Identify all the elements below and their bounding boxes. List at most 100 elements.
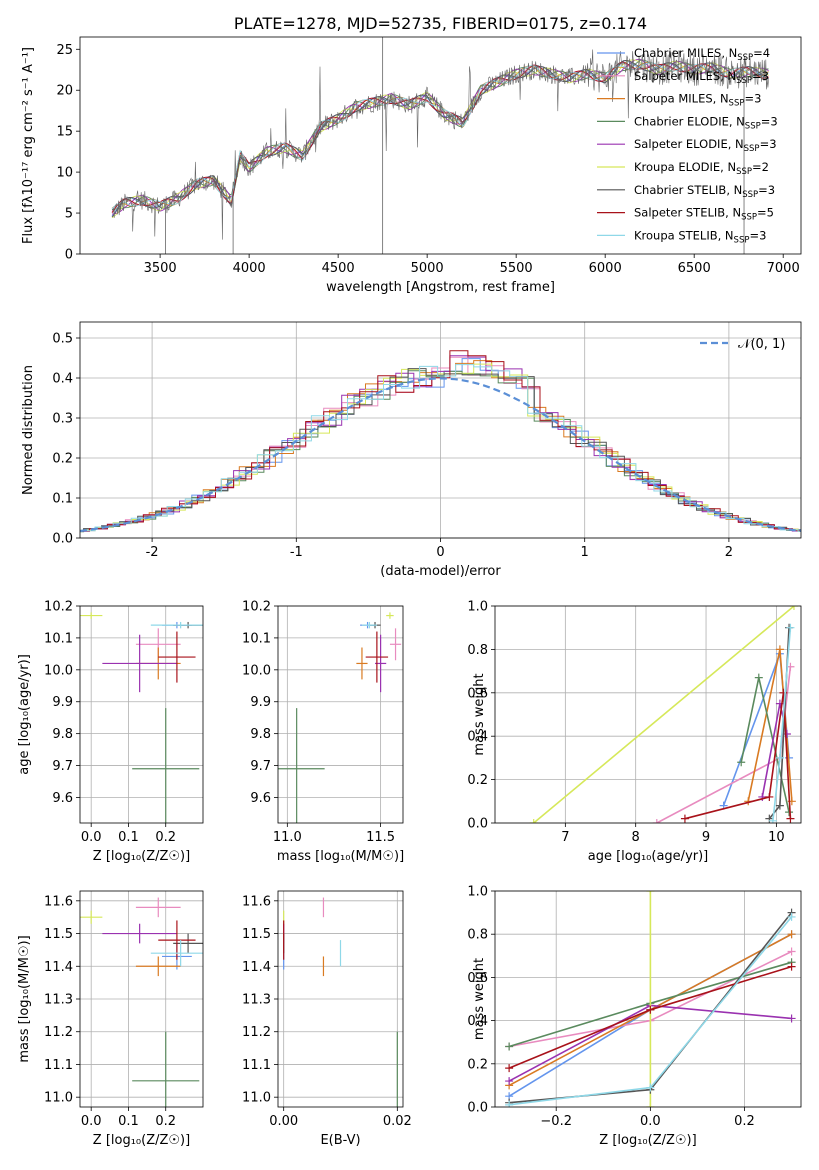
panel-residuals: -2 -1 0 1 2 0.0 0.1 0.2 0.3 0.4 0.5 (data-model)/er… bbox=[21, 321, 802, 579]
axes-frame bbox=[79, 36, 802, 255]
y-tick-label: 0.1 bbox=[52, 492, 73, 507]
x-tick-label: 0.2 bbox=[155, 830, 176, 845]
axes-frame bbox=[79, 605, 204, 824]
panel-spectrum: 3500 4000 4500 5000 5500 6000 6500 7000 0 5 10 15 20… bbox=[21, 14, 802, 295]
x-tick-label: 2 bbox=[725, 545, 733, 560]
y-tick-label: 9.9 bbox=[250, 695, 271, 710]
y-tick-label: 10.2 bbox=[242, 600, 271, 615]
weight-marker-salpeter_stelib bbox=[765, 792, 774, 801]
y-tick-label: 10.2 bbox=[44, 600, 73, 615]
x-axis-label: mass [log₁₀(M/M☉)] bbox=[277, 849, 404, 864]
x-tick-label: 0 bbox=[436, 545, 444, 560]
x-tick-label: 0.0 bbox=[81, 1114, 102, 1129]
x-tick-label: 9 bbox=[702, 830, 710, 845]
panel-age_vs_mass: 11.0 11.5 9.6 9.7 9.8 9.9 10.0 10.1 10.2 mass [lo… bbox=[242, 600, 404, 865]
weight-marker-salpeter_miles bbox=[787, 947, 796, 956]
y-tick-label: 0.8 bbox=[467, 928, 488, 943]
weight-marker-salpeter_stelib bbox=[505, 1064, 514, 1073]
x-tick-label: 0.2 bbox=[734, 1114, 755, 1129]
weight-marker-kroupa_elodie bbox=[789, 606, 798, 610]
y-tick-label: 11.0 bbox=[242, 1091, 271, 1106]
y-axis-label: mass [log₁₀(M/M☉)] bbox=[17, 935, 32, 1062]
x-tick-label: 3500 bbox=[144, 261, 177, 276]
legend-label: Chabrier ELODIE, NSSP=3 bbox=[634, 114, 778, 131]
y-tick-label: 0.2 bbox=[467, 1057, 488, 1072]
weight-marker-kroupa_stelib bbox=[505, 1100, 514, 1107]
y-tick-label: 11.1 bbox=[242, 1058, 271, 1073]
y-tick-label: 10.1 bbox=[242, 631, 271, 646]
y-tick-label: 0.4 bbox=[52, 372, 73, 387]
weight-marker-salpeter_stelib bbox=[680, 814, 689, 823]
y-tick-label: 11.5 bbox=[44, 927, 73, 942]
x-tick-label: 11.5 bbox=[366, 830, 395, 845]
axes-frame bbox=[494, 890, 802, 1108]
y-tick-label: 5 bbox=[65, 207, 73, 222]
x-axis-label: Z [log₁₀(Z/Z☉)] bbox=[93, 849, 190, 864]
x-tick-label: 7000 bbox=[767, 261, 800, 276]
y-tick-label: 1.0 bbox=[467, 885, 488, 900]
x-axis-label: E(B-V) bbox=[320, 1133, 360, 1148]
x-tick-label: 0.0 bbox=[81, 830, 102, 845]
legend-label: Salpeter ELODIE, NSSP=3 bbox=[634, 137, 777, 154]
weight-marker-chabrier_elodie bbox=[737, 758, 746, 767]
y-axis-label: mass weight bbox=[472, 673, 487, 755]
y-tick-label: 9.7 bbox=[52, 759, 73, 774]
legend-label: Kroupa ELODIE, NSSP=2 bbox=[634, 160, 769, 177]
y-tick-label: 11.3 bbox=[44, 993, 73, 1008]
y-tick-label: 11.4 bbox=[44, 960, 73, 975]
legend-label: Kroupa STELIB, NSSP=3 bbox=[634, 228, 766, 245]
normal-curve bbox=[80, 377, 801, 533]
axes-frame bbox=[494, 605, 802, 824]
panel-mass_vs_Z: 0.0 0.1 0.2 11.0 11.1 11.2 11.3 11.4 11.5 11.6 Z [… bbox=[17, 890, 204, 1148]
y-tick-label: 0.4 bbox=[467, 1014, 488, 1029]
y-tick-label: 25 bbox=[56, 43, 73, 58]
weight-line-salpeter_stelib bbox=[684, 692, 792, 820]
x-tick-label: 7 bbox=[561, 830, 569, 845]
x-tick-label: 0.1 bbox=[118, 1114, 139, 1129]
y-tick-label: 9.6 bbox=[52, 791, 73, 806]
y-tick-label: 0.3 bbox=[52, 412, 73, 427]
x-tick-label: -2 bbox=[146, 545, 159, 560]
y-tick-label: 11.5 bbox=[242, 927, 271, 942]
plot-area-age_vs_mass bbox=[278, 612, 402, 823]
weight-marker-chabrier_stelib bbox=[775, 801, 784, 810]
y-tick-label: 11.6 bbox=[242, 894, 271, 909]
panel-weight_vs_Z: −0.2 0.0 0.2 0.0 0.2 0.4 0.6 0.8 1.0 Z [log₁₀(Z/Z… bbox=[467, 885, 802, 1148]
weight-marker-salpeter_elodie bbox=[505, 1077, 514, 1086]
weight-marker-salpeter_stelib bbox=[787, 962, 796, 971]
x-tick-label: 0.2 bbox=[155, 1114, 176, 1129]
weight-marker-salpeter_stelib bbox=[646, 1005, 655, 1014]
plot-area-mass_vs_ebv bbox=[283, 897, 398, 1107]
legend-label: Chabrier STELIB, NSSP=3 bbox=[634, 183, 775, 200]
y-tick-label: 9.8 bbox=[52, 727, 73, 742]
plot-area-weight_vs_Z bbox=[505, 891, 796, 1107]
y-tick-label: 0.2 bbox=[467, 773, 488, 788]
y-tick-label: 0.4 bbox=[467, 730, 488, 745]
weight-marker-kroupa_stelib bbox=[787, 912, 796, 921]
plot-area-spectrum bbox=[111, 37, 769, 254]
axes-frame bbox=[79, 321, 802, 539]
y-tick-label: 9.6 bbox=[250, 791, 271, 806]
y-tick-label: 0.0 bbox=[52, 532, 73, 547]
weight-line-kroupa_elodie bbox=[533, 606, 795, 823]
panel-weight_vs_age: 7 8 9 10 0.0 0.2 0.4 0.6 0.8 1.0 age [log₁₀(age/yr… bbox=[467, 600, 802, 864]
x-tick-label: 0.1 bbox=[118, 830, 139, 845]
y-axis-label: Normed distribution bbox=[21, 365, 36, 495]
x-tick-label: 4000 bbox=[233, 261, 266, 276]
x-tick-label: 6500 bbox=[678, 261, 711, 276]
weight-marker-salpeter_elodie bbox=[787, 1014, 796, 1023]
y-tick-label: 9.8 bbox=[250, 727, 271, 742]
y-axis-label: age [log₁₀(age/yr)] bbox=[17, 654, 32, 775]
x-tick-label: 1 bbox=[581, 545, 589, 560]
axes-frame bbox=[277, 890, 404, 1108]
axes-frame bbox=[277, 605, 404, 824]
weight-marker-kroupa_elodie bbox=[529, 819, 538, 823]
weight-marker-chabrier_elodie bbox=[505, 1042, 514, 1051]
y-tick-label: 10.0 bbox=[242, 663, 271, 678]
weight-marker-kroupa_elodie bbox=[646, 1103, 655, 1107]
y-tick-label: 10.1 bbox=[44, 631, 73, 646]
y-tick-label: 11.1 bbox=[44, 1058, 73, 1073]
y-tick-label: 0.0 bbox=[467, 1101, 488, 1116]
x-axis-label: (data-model)/error bbox=[380, 564, 501, 579]
x-tick-label: 4500 bbox=[322, 261, 355, 276]
